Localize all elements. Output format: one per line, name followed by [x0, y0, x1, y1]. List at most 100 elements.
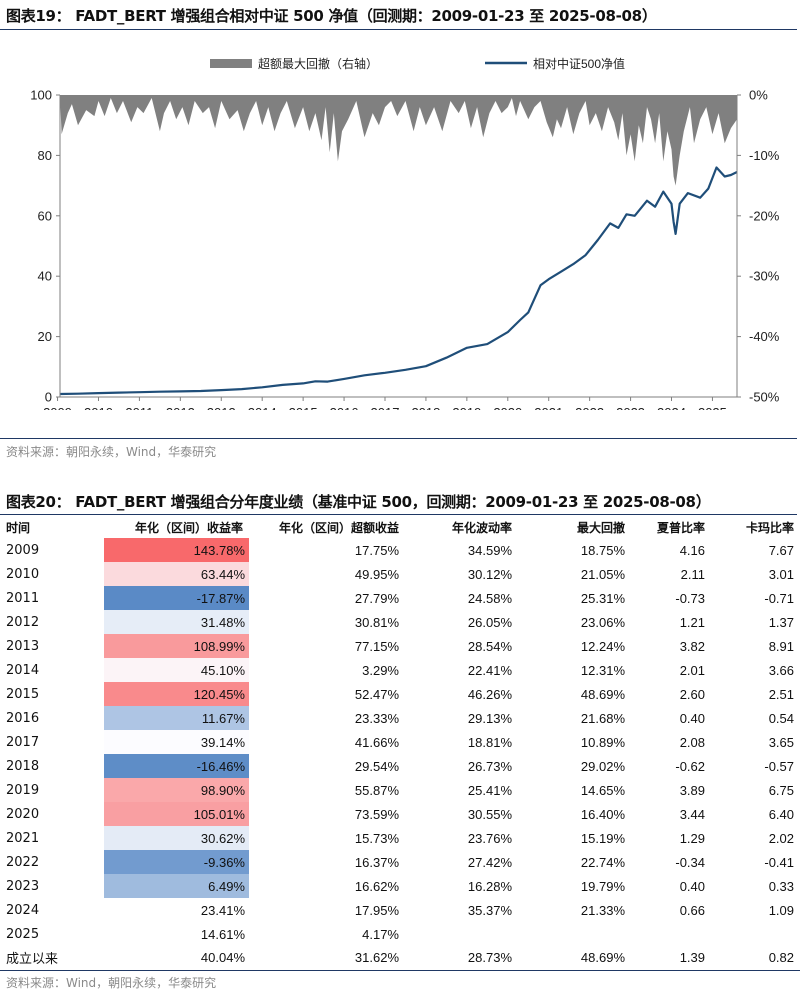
cell-volatility: 25.41% [467, 782, 512, 798]
cell-max-drawdown: 21.33% [580, 902, 625, 918]
cell-year: 2025 [6, 926, 40, 942]
cell-excess: 77.15% [354, 638, 399, 654]
header-return: 年化（区间）收益率 [134, 520, 243, 535]
table-row: 2009 143.78% 17.75% 34.59% 18.75% 4.16 7.67 [0, 538, 800, 562]
cell-sharpe: 0.40 [679, 710, 705, 726]
x-tick-label: 2011 [125, 405, 153, 410]
figure19-title: 图表19： FADT_BERT 增强组合相对中证 500 净值（回测期：2009… [6, 7, 657, 25]
cell-return: 23.41% [200, 902, 245, 918]
cell-volatility: 27.42% [467, 854, 512, 870]
cell-return: 40.04% [104, 946, 249, 971]
right-tick-label: -10% [749, 148, 780, 163]
right-tick-label: -20% [749, 208, 780, 223]
cell-year: 2013 [6, 638, 40, 654]
cell-return: -17.87% [104, 586, 249, 610]
cell-year: 2021 [6, 830, 40, 846]
cell-calmar: -0.41 [764, 854, 794, 870]
header-excess: 年化（区间）超额收益 [278, 520, 399, 535]
table-row: 2015 120.45% 52.47% 46.26% 48.69% 2.60 2.51 [0, 682, 800, 706]
cell-year: 2024 [6, 902, 40, 918]
cell-volatility: 18.81% [467, 734, 512, 750]
cell-max-drawdown: 12.24% [580, 638, 625, 654]
cell-return: 6.49% [104, 874, 249, 898]
cell-volatility: 30.12% [467, 566, 512, 582]
cell-return: 143.78% [104, 538, 249, 562]
x-tick-label: 2014 [248, 405, 277, 410]
cell-excess: 73.59% [354, 806, 399, 822]
cell-volatility: 16.28% [467, 878, 512, 894]
figure19-top-rule [0, 29, 797, 30]
annual-performance-table: 时间 年化（区间）收益率 年化（区间）超额收益 年化波动率 最大回撤 夏普比率 … [0, 516, 800, 971]
cell-excess: 49.95% [354, 566, 399, 582]
cell-calmar: 3.65 [768, 734, 794, 750]
cell-volatility: 34.59% [467, 542, 512, 558]
cell-sharpe: -0.73 [675, 590, 705, 606]
cell-return: 105.01% [104, 802, 249, 826]
x-tick-label: 2013 [207, 405, 236, 410]
cell-excess: 29.54% [354, 758, 399, 774]
cell-return: 14.61% [200, 926, 245, 942]
x-tick-label: 2019 [452, 405, 481, 410]
cell-return: 63.44% [104, 562, 249, 586]
right-tick-label: 0% [749, 88, 768, 103]
cell-return: 45.10% [104, 658, 249, 682]
x-tick-label: 2009 [43, 405, 72, 410]
cell-max-drawdown: 16.40% [580, 806, 625, 822]
cell-max-drawdown: 25.31% [580, 590, 625, 606]
table-row: 成立以来 40.04% 31.62% 28.73% 48.69% 1.39 0.82 [0, 946, 800, 971]
cell-max-drawdown: 15.19% [580, 830, 625, 846]
cell-volatility: 23.76% [467, 830, 512, 846]
cell-excess: 30.81% [354, 614, 399, 630]
x-tick-label: 2022 [575, 405, 604, 410]
cell-calmar: 0.33 [768, 878, 794, 894]
left-tick-label: 100 [30, 88, 52, 103]
cell-max-drawdown: 10.89% [580, 734, 625, 750]
cell-volatility: 28.54% [467, 638, 512, 654]
cell-year: 2012 [6, 614, 40, 630]
cell-volatility: 24.58% [467, 590, 512, 606]
cell-calmar: 6.75 [768, 782, 794, 798]
cell-excess: 52.47% [354, 686, 399, 702]
cell-excess: 16.62% [354, 878, 399, 894]
cell-sharpe: 4.16 [679, 542, 705, 558]
cell-return: 11.67% [104, 706, 249, 730]
table-row: 2025 14.61% 4.17% [0, 922, 800, 946]
cell-max-drawdown: 18.75% [580, 542, 625, 558]
figure20-title: 图表20： FADT_BERT 增强组合分年度业绩（基准中证 500，回测期：2… [6, 493, 711, 511]
cell-sharpe: 1.39 [631, 946, 711, 971]
cell-year: 2019 [6, 782, 40, 798]
cell-year: 2016 [6, 710, 40, 726]
drawdown-area [60, 95, 737, 186]
figure19-source: 资料来源：朝阳永续，Wind，华泰研究 [6, 445, 217, 459]
x-tick-label: 2024 [657, 405, 686, 410]
cell-sharpe: -0.34 [675, 854, 705, 870]
cell-calmar: 1.09 [768, 902, 794, 918]
cell-calmar: 1.37 [768, 614, 794, 630]
x-tick-label: 2021 [534, 405, 563, 410]
x-tick-label: 2020 [493, 405, 522, 410]
cell-sharpe: 1.21 [679, 614, 705, 630]
cell-calmar: 8.91 [768, 638, 794, 654]
figure20-top-rule [0, 514, 797, 515]
right-tick-label: -30% [749, 269, 780, 284]
table-row: 2018 -16.46% 29.54% 26.73% 29.02% -0.62 -0.57 [0, 754, 800, 778]
cell-year: 2022 [6, 854, 40, 870]
cell-sharpe: 1.29 [679, 830, 705, 846]
table-row: 2011 -17.87% 27.79% 24.58% 25.31% -0.73 -0.71 [0, 586, 800, 610]
cell-sharpe [631, 922, 711, 946]
cell-excess: 3.29% [362, 662, 399, 678]
x-tick-label: 2025 [698, 405, 727, 410]
cell-volatility: 28.73% [405, 946, 518, 971]
cell-max-drawdown [518, 922, 631, 946]
cell-sharpe: 2.01 [679, 662, 705, 678]
cell-return: 39.14% [104, 730, 249, 754]
cell-volatility: 26.05% [467, 614, 512, 630]
legend-drawdown-swatch [210, 59, 252, 68]
cell-calmar [711, 922, 800, 946]
cell-max-drawdown: 48.69% [580, 686, 625, 702]
cell-year: 2018 [6, 758, 40, 774]
cell-year: 2015 [6, 686, 40, 702]
table-row: 2013 108.99% 77.15% 28.54% 12.24% 3.82 8.91 [0, 634, 800, 658]
right-tick-label: -40% [749, 329, 780, 344]
cell-calmar: 3.66 [768, 662, 794, 678]
